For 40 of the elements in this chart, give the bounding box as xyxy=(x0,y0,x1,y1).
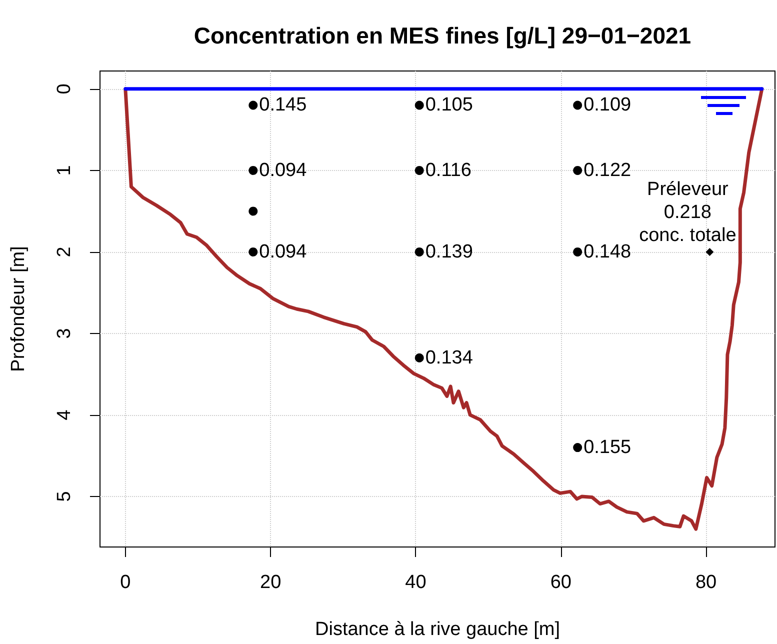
line-series xyxy=(124,87,764,531)
point xyxy=(414,100,424,110)
point xyxy=(414,353,424,362)
point xyxy=(573,247,582,256)
chart-title: Concentration en MES fines [g/L] 29−01−2021 xyxy=(194,22,692,48)
x-tick-label: 40 xyxy=(405,572,426,593)
point xyxy=(573,166,582,175)
point xyxy=(573,100,582,110)
point xyxy=(248,247,258,256)
y-tick-label: 1 xyxy=(54,165,75,176)
x-axis-title: Distance à la rive gauche [m] xyxy=(314,619,560,640)
y-tick-label: 4 xyxy=(54,409,75,420)
point xyxy=(414,166,424,175)
point xyxy=(248,100,258,110)
x-tick-label: 20 xyxy=(260,572,282,593)
annotation: Préleveur 0.218 conc. totale xyxy=(639,178,736,246)
x-tick-label: 0 xyxy=(120,572,131,593)
annotation: 0.094 xyxy=(259,241,308,262)
annotation: 0.105 xyxy=(425,94,473,116)
point xyxy=(573,443,582,452)
y-tick-label: 5 xyxy=(54,491,75,502)
annotation: 0.139 xyxy=(425,241,473,262)
annotation: 0.094 xyxy=(259,160,308,181)
annotation: 0.134 xyxy=(425,347,474,368)
y-tick-label: 3 xyxy=(54,328,75,339)
point xyxy=(706,248,714,256)
x-tick-label: 80 xyxy=(695,572,717,593)
annotation: 0.155 xyxy=(584,437,632,458)
y-tick-label: 2 xyxy=(54,246,75,258)
annotation: 0.148 xyxy=(584,241,632,262)
annotation: 0.116 xyxy=(425,160,472,181)
y-axis-title: Profondeur [m] xyxy=(8,246,29,372)
annotation: 0.122 xyxy=(584,160,632,181)
point xyxy=(248,166,258,175)
point xyxy=(414,247,424,256)
point xyxy=(248,206,258,216)
annotation: 0.145 xyxy=(259,94,307,116)
x-tick-label: 60 xyxy=(550,572,572,593)
y-tick-label: 0 xyxy=(54,84,75,94)
annotation: 0.109 xyxy=(584,94,632,116)
